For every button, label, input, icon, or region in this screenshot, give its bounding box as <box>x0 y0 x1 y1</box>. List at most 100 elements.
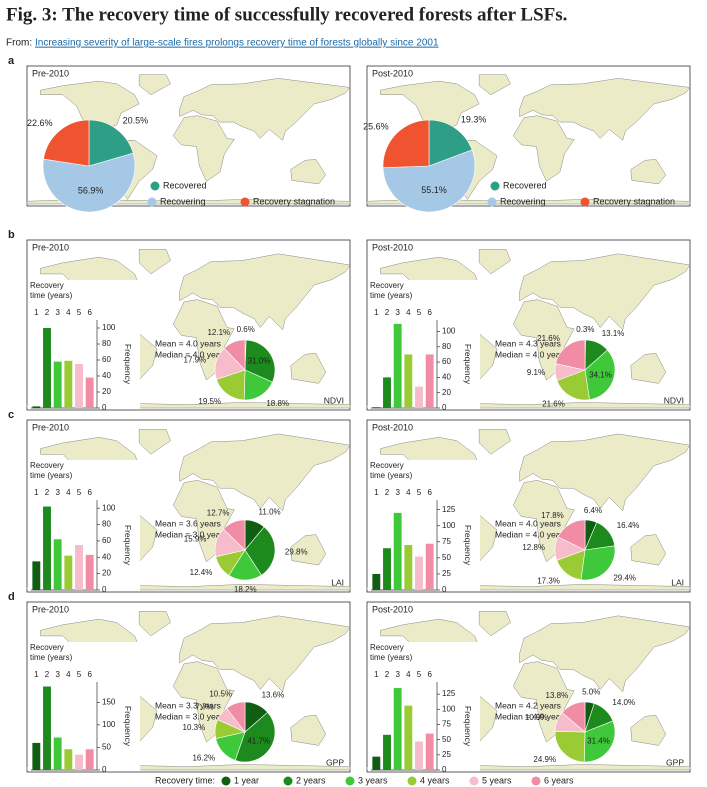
bar <box>32 742 41 770</box>
y-tick-label: 0 <box>442 585 447 594</box>
bar <box>393 512 402 590</box>
legend-label: 3 years <box>358 775 388 785</box>
x-label-box: Recovery time (years) <box>30 281 73 300</box>
legend-swatch <box>283 776 293 786</box>
land <box>512 115 575 182</box>
x-label-box: Recovery time (years) <box>30 643 72 662</box>
x-tick-label: 6 <box>427 308 432 317</box>
bar <box>372 573 381 590</box>
stat-text: Mean = 4.0 years <box>495 518 561 528</box>
pie-label: 10.3% <box>183 723 206 732</box>
bar <box>43 506 51 590</box>
pie-slice <box>88 119 134 167</box>
bar <box>75 364 83 408</box>
pie-label: 11.0% <box>259 507 281 516</box>
bar <box>425 733 434 770</box>
x-label-box: Recovery time (years) <box>370 643 413 662</box>
bar <box>85 554 94 590</box>
pie-label: 14.0% <box>612 698 635 707</box>
bar <box>43 328 51 408</box>
pie-label: 31.4% <box>587 737 610 746</box>
pie-label: 24.9% <box>533 755 556 764</box>
stat-text: Mean = 4.3 years <box>495 338 561 348</box>
x-tick-label: 6 <box>87 488 92 497</box>
x-axis-label: Recovery time (years) <box>370 643 413 662</box>
bar <box>43 686 51 770</box>
legend-swatch <box>469 776 479 786</box>
pie-slice <box>428 119 473 167</box>
y-tick-label: 100 <box>442 327 456 336</box>
legend-swatch <box>407 776 417 786</box>
pie-label: 17.9% <box>184 355 207 364</box>
y-tick-label: 40 <box>102 552 111 561</box>
pie-label: 34.1% <box>589 371 612 380</box>
bar <box>64 749 73 770</box>
x-axis-label: Recovery time (years) <box>30 281 73 300</box>
land <box>630 352 667 384</box>
stat-text: Mean = 3.3 years <box>155 700 221 710</box>
land <box>138 611 171 637</box>
x-tick-label: 3 <box>395 670 400 679</box>
bar <box>404 354 413 408</box>
bar <box>425 354 434 408</box>
x-label-box: Recovery time (years) <box>30 461 72 480</box>
source-prefix: From: <box>6 38 32 49</box>
y-tick-label: 40 <box>442 373 451 382</box>
bar <box>383 734 391 770</box>
land <box>478 429 511 455</box>
land <box>290 534 327 566</box>
legend-label: Recovering <box>160 196 206 206</box>
pie-slice <box>561 701 586 733</box>
legend-label: Recovery stagnation <box>253 196 335 206</box>
pie-label: 31.0% <box>248 356 271 365</box>
y-tick-label: 80 <box>442 342 451 351</box>
y-tick-label: 125 <box>442 689 456 698</box>
bar <box>415 386 423 408</box>
x-tick-label: 5 <box>77 308 82 317</box>
legend-label: Recovery stagnation <box>593 196 675 206</box>
pie-slice <box>555 339 586 371</box>
pie-slice <box>216 369 246 401</box>
pie-label: 16.2% <box>192 754 215 763</box>
bar <box>404 705 413 770</box>
y-tick-label: 20 <box>102 387 111 396</box>
bar <box>415 556 423 590</box>
pie-slice <box>244 339 276 383</box>
legend-label: 1 year <box>234 775 259 785</box>
x-tick-label: 6 <box>87 308 92 317</box>
bar <box>75 545 83 590</box>
y-tick-label: 0 <box>102 403 107 412</box>
pie-label: 19.5% <box>198 397 221 406</box>
stat-text: Mean = 3.6 years <box>155 518 221 528</box>
pie-slice <box>557 519 586 551</box>
legend-swatch <box>487 197 497 207</box>
legend-swatch <box>345 776 355 786</box>
land <box>519 433 691 512</box>
x-tick-label: 4 <box>406 308 411 317</box>
pie-label: 12.7% <box>207 508 230 517</box>
panel-label: b <box>8 229 15 241</box>
x-tick-label: 3 <box>395 308 400 317</box>
source-link[interactable]: Increasing severity of large-scale fires… <box>35 38 439 49</box>
pie-label: 7.7% <box>195 702 213 711</box>
pie-slice <box>382 149 476 213</box>
pie-slice <box>42 152 136 213</box>
y-tick-label: 25 <box>442 750 451 759</box>
y-tick-label: 60 <box>102 536 111 545</box>
x-tick-label: 6 <box>87 670 92 679</box>
pie-label: 22.6% <box>27 118 53 128</box>
x-tick-label: 4 <box>406 488 411 497</box>
bar <box>393 323 402 408</box>
land <box>179 615 351 693</box>
pie-slice <box>244 526 276 576</box>
pie-label: 17.3% <box>537 576 560 585</box>
stat-text: Median = 4.0 years <box>495 529 568 539</box>
y-tick-label: 20 <box>442 388 451 397</box>
x-axis-label: Recovery time (years) <box>370 461 413 480</box>
pie-slice <box>43 119 90 167</box>
y-axis-label: Frequency <box>463 525 473 566</box>
pie-slice <box>234 711 276 763</box>
land <box>478 74 511 96</box>
land <box>290 714 327 746</box>
